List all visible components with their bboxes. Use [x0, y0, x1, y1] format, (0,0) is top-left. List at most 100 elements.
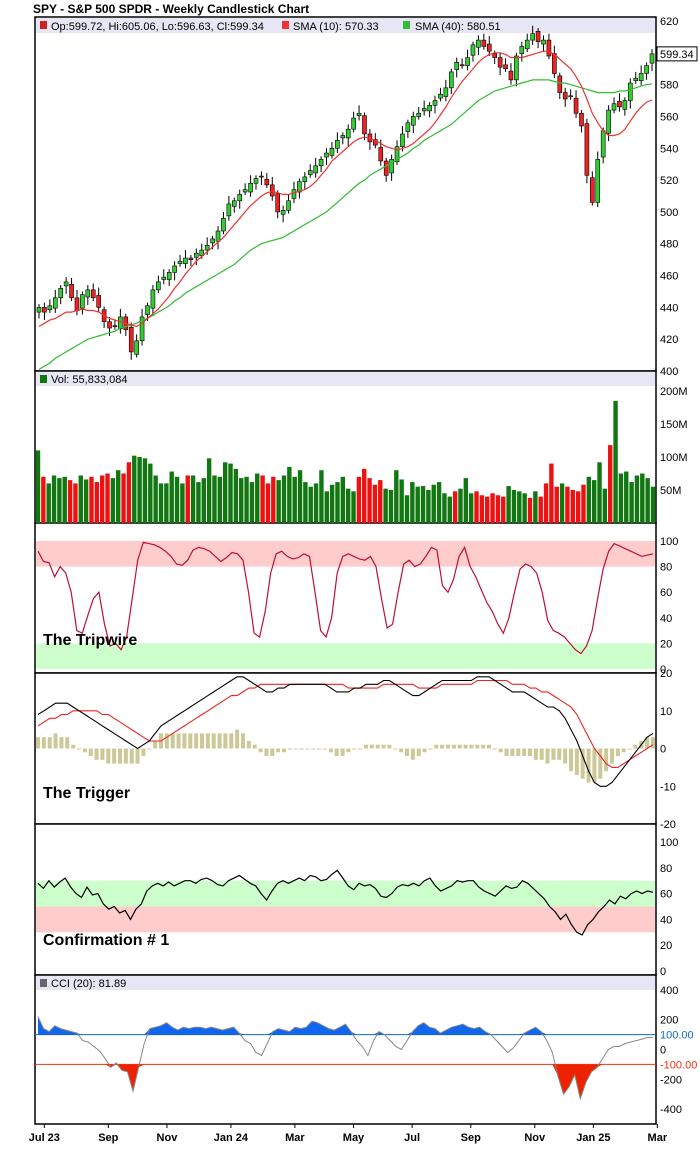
volume-bar [645, 478, 649, 523]
candle-body [634, 78, 638, 80]
volume-bar [191, 475, 195, 523]
candle-body [53, 298, 57, 308]
trigger-histogram-bar [282, 749, 286, 753]
volume-bar [292, 477, 296, 523]
candle-body [254, 179, 258, 184]
candle-body [357, 113, 361, 115]
confirmation-tick-label: 0 [660, 966, 666, 978]
trigger-histogram-bar [563, 749, 567, 764]
trigger-histogram-bar [182, 733, 186, 748]
trigger-histogram-bar [95, 749, 99, 760]
candle-body [221, 218, 225, 231]
volume-bar [36, 450, 40, 523]
candle-body [585, 124, 589, 176]
trigger-histogram-bar [370, 745, 374, 749]
trigger-histogram-bar [335, 749, 339, 757]
candle-body [547, 40, 551, 56]
cci-legend-label: CCI (20): 81.89 [51, 978, 126, 990]
candle-body [531, 34, 535, 40]
volume-bar [565, 487, 569, 523]
trigger-histogram-bar [446, 745, 450, 749]
volume-bar [597, 462, 601, 523]
volume-bar [159, 483, 163, 523]
volume-bar [100, 475, 104, 523]
trigger-title: The Trigger [43, 785, 130, 802]
trigger-histogram-bar [48, 737, 52, 748]
x-tick-label: Sep [98, 1132, 118, 1144]
candle-body [151, 290, 155, 308]
trigger-histogram-bar [458, 745, 462, 749]
volume-bar [432, 485, 436, 523]
volume-bar [592, 480, 596, 523]
trigger-histogram-bar [346, 749, 350, 753]
trigger-histogram-bar [65, 737, 69, 748]
candle-body [205, 245, 209, 250]
candle-body [156, 282, 160, 290]
trigger-histogram-bar [382, 745, 386, 749]
trigger-histogram-bar [487, 745, 491, 749]
volume-bar [239, 478, 243, 523]
volume-bar [410, 482, 414, 523]
volume-bar [496, 495, 500, 523]
trigger-histogram-bar [106, 749, 110, 764]
volume-bar [212, 475, 216, 523]
volume-bar [351, 491, 355, 523]
trigger-histogram-bar [36, 737, 40, 748]
candle-body [292, 190, 296, 199]
candle-body [341, 136, 345, 138]
x-tick-label: Jan 25 [576, 1132, 610, 1144]
sma10-legend-label: SMA (10): 570.33 [293, 21, 379, 33]
candle-body [319, 159, 323, 165]
candle-body [558, 76, 562, 93]
candle-body [86, 290, 90, 297]
trigger-histogram-bar [294, 749, 298, 750]
candle-body [400, 134, 404, 147]
candle-body [639, 74, 643, 81]
candle-body [37, 307, 41, 312]
cci-tick-label: 0 [660, 1045, 666, 1057]
volume-bar [319, 470, 323, 523]
trigger-tick-label: 0 [660, 744, 666, 756]
trigger-histogram-bar [223, 733, 227, 748]
volume-bar [480, 495, 484, 523]
volume-bar [522, 493, 526, 523]
volume-tick-label: 100M [660, 452, 688, 464]
trigger-histogram-bar [516, 749, 520, 757]
x-tick-label: May [343, 1132, 365, 1144]
candle-body [471, 45, 475, 55]
trigger-histogram-bar [592, 749, 596, 783]
candle-body [42, 307, 46, 312]
volume-bar [63, 477, 67, 523]
price-legend-swatch [40, 21, 47, 29]
volume-bar [68, 480, 72, 523]
sma10-legend-swatch [282, 21, 289, 29]
trigger-histogram-bar [54, 733, 58, 748]
tripwire-tick-label: 60 [660, 587, 672, 599]
trigger-histogram-bar [546, 749, 550, 764]
volume-bar [266, 483, 270, 523]
x-tick-label: Mar [285, 1132, 305, 1144]
candle-body [108, 322, 112, 328]
candle-body [650, 54, 654, 63]
candle-body [617, 101, 621, 107]
trigger-histogram-bar [364, 745, 368, 749]
volume-bar [127, 462, 131, 523]
candle-body [417, 113, 421, 116]
volume-bar [116, 470, 120, 523]
trigger-tick-label: 20 [660, 668, 672, 680]
candle-body [183, 258, 187, 264]
candle-body [91, 290, 95, 298]
candle-body [525, 40, 529, 49]
volume-bar [560, 483, 564, 523]
sma40-legend-swatch [403, 21, 410, 29]
trigger-histogram-bar [247, 741, 251, 749]
candle-body [476, 40, 480, 47]
trigger-histogram-bar [118, 749, 122, 764]
trigger-histogram-bar [323, 749, 327, 750]
candle-body [542, 40, 546, 44]
candle-body [466, 58, 470, 66]
volume-bar [309, 487, 313, 523]
candle-body [167, 272, 171, 279]
trigger-histogram-bar [270, 749, 274, 757]
volume-bar [57, 478, 61, 523]
